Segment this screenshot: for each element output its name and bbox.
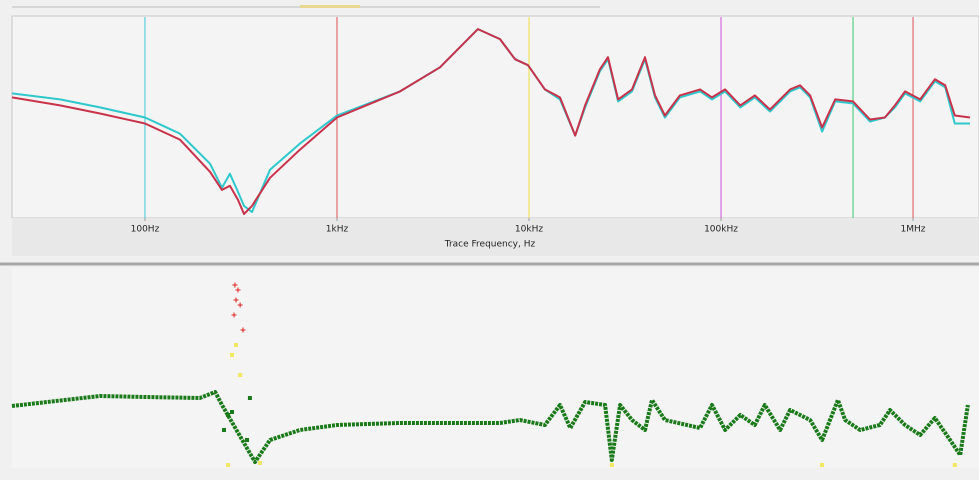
x-tick-label: 1MHz — [901, 225, 926, 235]
plus-point — [240, 327, 246, 333]
plus-point — [231, 312, 237, 318]
plus-point — [232, 282, 238, 288]
point — [257, 461, 262, 465]
trace — [11, 390, 970, 464]
ruler-highlight — [300, 5, 360, 8]
point — [952, 463, 957, 467]
trace — [11, 28, 971, 215]
plus-point — [235, 287, 241, 293]
point — [234, 343, 239, 347]
point — [222, 428, 227, 432]
point — [230, 410, 235, 414]
point — [226, 463, 231, 467]
point — [230, 353, 235, 357]
trace — [11, 28, 970, 213]
x-tick-label: 1kHz — [326, 225, 349, 235]
point — [238, 373, 243, 377]
point — [245, 438, 250, 442]
x-tick-label: 100kHz — [704, 225, 738, 235]
x-tick-label: 10kHz — [515, 225, 543, 235]
point — [820, 463, 825, 467]
bottom-plot-area — [12, 268, 979, 468]
point — [609, 463, 614, 467]
point — [247, 396, 252, 400]
x-axis-strip — [12, 218, 979, 256]
plus-point — [233, 297, 239, 303]
x-axis-title: Trace Frequency, Hz — [444, 240, 536, 250]
x-tick-label: 100Hz — [131, 225, 160, 235]
top-plot-area — [11, 15, 979, 219]
plus-point — [237, 302, 243, 308]
point — [226, 413, 231, 417]
